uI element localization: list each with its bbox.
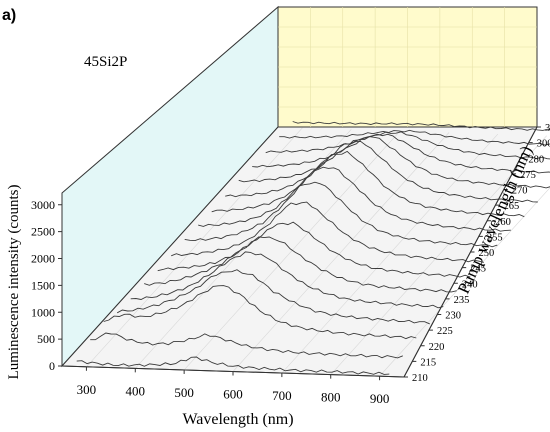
y-tick-label: 265 — [503, 201, 519, 212]
z-tick-label: 0 — [49, 359, 55, 373]
y-tick-label: 270 — [512, 186, 528, 197]
series-line-210 — [76, 356, 390, 375]
y-tick-label: 300 — [537, 139, 550, 150]
series-line-352 — [292, 121, 550, 131]
y-tick-label: 215 — [420, 357, 436, 368]
y-tick-label: 220 — [429, 342, 445, 353]
y-tick-label: 260 — [495, 217, 511, 228]
x-tick-label: 500 — [174, 385, 194, 400]
floor-grid-line — [379, 187, 550, 377]
y-tick-label: 225 — [437, 326, 453, 337]
z-tick-label: 500 — [37, 332, 55, 346]
series-line-280 — [265, 131, 550, 160]
z-tick-label: 2000 — [31, 252, 55, 266]
z-tick-label: 1500 — [31, 278, 55, 292]
series-line-245 — [171, 201, 484, 263]
y-tick-label: 235 — [454, 295, 470, 306]
series-line-230 — [130, 251, 444, 309]
y-tick-label: 245 — [470, 264, 486, 275]
series-line-220 — [103, 285, 417, 340]
y-tick-label: 280 — [528, 154, 544, 165]
series-line-300 — [279, 129, 550, 146]
series-line-250 — [184, 181, 498, 248]
floor-grid-line — [232, 132, 450, 372]
floor-grid-line — [86, 127, 303, 367]
series-line-215 — [90, 332, 403, 359]
y-tick-label: 230 — [445, 311, 461, 322]
axis-ticks: 300 400 500 600 700 800 900 0 500 1000 1500 2000 250… — [31, 123, 550, 406]
x-tick-label: 400 — [126, 383, 146, 398]
series-line-275 — [252, 133, 550, 174]
x-tick-label: 600 — [223, 387, 243, 402]
series-line-265 — [225, 140, 538, 203]
y-tick-label: 250 — [479, 248, 495, 259]
x-tick-label: 700 — [272, 388, 292, 403]
floor-grid-line — [281, 133, 499, 374]
series-line-255 — [198, 166, 511, 232]
x-tick-label: 300 — [77, 382, 97, 397]
y-tick-label: 210 — [412, 373, 428, 384]
y-tick-label: 255 — [487, 232, 503, 243]
y-tick-label: 275 — [520, 170, 536, 181]
series-layer — [76, 121, 550, 375]
series-line-225 — [116, 269, 430, 325]
z-tick-label: 1000 — [31, 305, 55, 319]
series-line-240 — [157, 221, 471, 278]
series-line-235 — [144, 236, 457, 293]
z-axis-title: Luminescence intensity (counts) — [6, 185, 22, 380]
series-line-260 — [211, 150, 525, 218]
series-line-270 — [238, 136, 550, 189]
x-axis-title: Wavelength (nm) — [182, 411, 293, 428]
x-tick-label: 900 — [370, 391, 390, 406]
sample-label: 45Si2P — [84, 54, 127, 70]
y-tick-label: 352 — [545, 123, 550, 134]
x-tick-label: 800 — [321, 390, 341, 405]
y-tick-label: 240 — [462, 279, 478, 290]
z-tick-label: 3000 — [31, 198, 55, 212]
z-tick-label: 2500 — [31, 225, 55, 239]
panel-label: a) — [2, 7, 16, 24]
